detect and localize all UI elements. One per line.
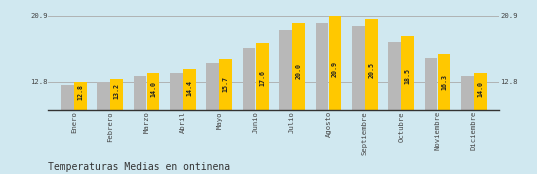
Bar — [243, 48, 256, 110]
Text: 17.6: 17.6 — [259, 70, 265, 86]
Bar — [316, 23, 328, 110]
Text: 20.0: 20.0 — [295, 63, 302, 79]
Bar — [206, 63, 219, 110]
Text: 16.3: 16.3 — [441, 74, 447, 90]
Bar — [134, 76, 147, 110]
Text: 13.2: 13.2 — [114, 83, 120, 99]
Bar — [97, 82, 110, 110]
Text: 18.5: 18.5 — [405, 68, 411, 84]
Bar — [425, 58, 438, 110]
Bar — [61, 85, 74, 110]
Text: 12.8: 12.8 — [500, 80, 518, 85]
Text: 14.0: 14.0 — [477, 81, 483, 97]
Bar — [170, 73, 183, 110]
Bar — [438, 54, 451, 110]
Text: 15.7: 15.7 — [223, 76, 229, 92]
Bar — [388, 42, 401, 110]
Text: 12.8: 12.8 — [30, 80, 48, 85]
Bar — [329, 16, 342, 110]
Text: 14.0: 14.0 — [150, 81, 156, 97]
Bar — [147, 73, 159, 110]
Bar — [401, 36, 414, 110]
Bar — [256, 43, 268, 110]
Bar — [279, 30, 292, 110]
Bar — [474, 73, 487, 110]
Text: 12.8: 12.8 — [77, 84, 83, 100]
Text: Temperaturas Medias en ontinena: Temperaturas Medias en ontinena — [48, 162, 230, 172]
Bar — [74, 82, 86, 110]
Bar — [461, 76, 474, 110]
Bar — [111, 79, 123, 110]
Text: 20.9: 20.9 — [500, 13, 518, 19]
Bar — [183, 69, 196, 110]
Text: 20.9: 20.9 — [30, 13, 48, 19]
Text: 20.9: 20.9 — [332, 61, 338, 77]
Bar — [292, 23, 305, 110]
Bar — [352, 26, 365, 110]
Bar — [220, 59, 232, 110]
Text: 14.4: 14.4 — [186, 80, 192, 96]
Bar — [365, 19, 378, 110]
Text: 20.5: 20.5 — [368, 62, 374, 78]
